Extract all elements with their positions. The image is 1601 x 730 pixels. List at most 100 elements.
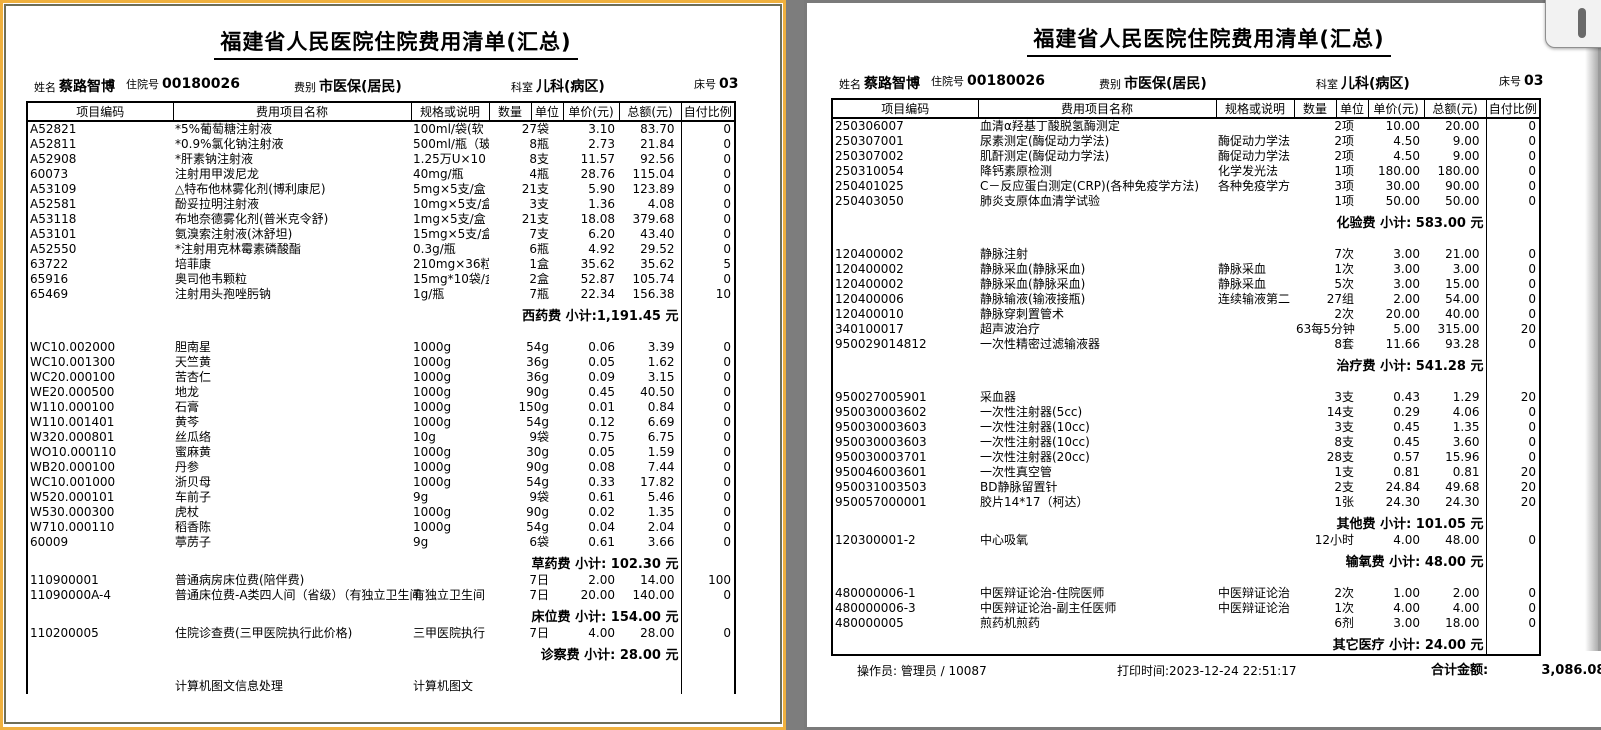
spacer-row — [832, 375, 1540, 390]
cell-ratio: 0 — [680, 197, 735, 212]
cell-unit-price: 0.33 — [588, 475, 615, 489]
table-row: 110200005 住院诊查费(三甲医院执行此价格) 三甲医院执行 7日 4.00 28.… — [27, 626, 735, 641]
cell-qty-unit: 7支 — [529, 227, 549, 241]
cell-item-code: 340100017 — [835, 322, 904, 336]
cell-ratio — [1485, 571, 1540, 586]
cell-spec: 210mg×36粒/ — [413, 257, 489, 271]
cell-item-name: 葶苈子 — [175, 535, 212, 549]
patient-name-label: 姓名 — [34, 81, 56, 94]
cell-total: 3.66 — [647, 535, 675, 549]
cell-qty-unit: 2项 — [1334, 119, 1354, 133]
cell-qty-unit: 3支 — [529, 197, 549, 211]
cell-qty-unit: 8支 — [1334, 435, 1354, 449]
cell-item-code: A52908 — [30, 152, 77, 166]
admission-no-value: 00180026 — [162, 76, 240, 92]
cell-spec — [1216, 435, 1294, 450]
col-header-item-code: 项目编码 — [26, 101, 174, 122]
table-row: WC10.001300 天竺黄 1000g 36g 0.05 1.62 0 — [27, 355, 735, 370]
admission-no-label: 住院号 — [931, 75, 964, 88]
cell-item-code: 250401025 — [835, 179, 904, 193]
cell-item-code: 120400002 — [835, 262, 904, 276]
cell-qty-unit: 12小时 — [1314, 533, 1354, 547]
document-page-1[interactable]: 福建省人民医院住院费用清单(汇总) 姓名 蔡路智博 住院号 00180026 费别市… — [0, 0, 786, 730]
cell-total: 40.00 — [1445, 307, 1480, 321]
bed-no-value: 03 — [719, 76, 739, 92]
cell-item-name: 一次性注射器(5cc) — [980, 405, 1083, 419]
cell-total: 5.46 — [647, 490, 675, 504]
cell-item-code: 110200005 — [30, 626, 99, 640]
cell-ratio: 0 — [680, 355, 735, 370]
cell-total: 115.04 — [632, 167, 675, 181]
cell-ratio: 0 — [680, 520, 735, 535]
cell-total: 15.00 — [1445, 277, 1480, 291]
cell-qty-unit: 36g — [526, 370, 549, 384]
cell-unit-price: 4.50 — [1393, 134, 1420, 148]
table-row: 110900001 普通病房床位费(陪伴费) 7日 2.00 14.00 100 — [27, 573, 735, 588]
cell-ratio: 0 — [680, 212, 735, 227]
cell-item-name: 培菲康 — [175, 257, 212, 271]
cell-ratio: 10 — [680, 287, 735, 302]
table-header-row: 项目编码 费用项目名称 规格或说明 数量 单位 单价(元) 总额(元) 自付比例 — [26, 101, 736, 122]
col-header-total: 总额(元) — [618, 101, 682, 122]
cell-unit-price: 0.45 — [588, 385, 615, 399]
subtotal-text: 诊察费 小计: 28.00 元 — [540, 648, 679, 663]
cell-unit-price: 50.00 — [1385, 194, 1420, 208]
cell-ratio: 0 — [1485, 118, 1540, 134]
cell-total: 1.59 — [647, 445, 675, 459]
table-row: A52550 *注射用克林霉素磷酸酯 0.3g/瓶 6瓶 4.92 29.52 0 — [27, 242, 735, 257]
cell-total: 4.00 — [1452, 601, 1480, 615]
cell-item-name: 注射用甲泼尼龙 — [175, 167, 260, 181]
cell-total: 0.84 — [647, 400, 675, 414]
page-title: 福建省人民医院住院费用清单(汇总) — [214, 26, 578, 60]
table-row: 250310054 降钙素原检测 化学发光法 1项 180.00 180.00 0 — [832, 164, 1540, 179]
subtotal-text: 其他费 小计: 101.05 元 — [1336, 517, 1484, 532]
cell-unit-price: 0.81 — [1393, 465, 1420, 479]
table-row: 950031003503 BD静脉留置针 2支 24.84 49.68 20 — [832, 480, 1540, 495]
left-table-body: A52821 *5%葡萄糖注射液 100ml/袋(软 27袋 3.10 83.70 0 A52… — [27, 121, 735, 694]
cell-unit-price: 6.20 — [588, 227, 615, 241]
table-row: W320.000801 丝瓜络 10g 9袋 0.75 6.75 0 — [27, 430, 735, 445]
table-row: 250307001 尿素测定(酶促动力学法) 酶促动力学法 2项 4.50 9.00 0 — [832, 134, 1540, 149]
cell-item-name: 胶片14*17（柯达） — [980, 495, 1089, 509]
patient-name-value: 蔡路智博 — [864, 76, 920, 92]
vertical-scrollbar-track[interactable] — [1545, 0, 1601, 48]
cell-ratio — [680, 302, 735, 325]
subtotal-text: 治疗费 小计: 541.28 元 — [1336, 359, 1484, 374]
patient-name-label: 姓名 — [839, 78, 861, 91]
cell-item-name: 采血器 — [980, 390, 1017, 404]
table-row: WE20.000500 地龙 1000g 90g 0.45 40.50 0 — [27, 385, 735, 400]
cell-total — [619, 679, 681, 694]
cell-spec — [1216, 420, 1294, 435]
cell-total: 93.28 — [1445, 337, 1480, 351]
cell-ratio: 20 — [1485, 390, 1540, 405]
cell-item-code: WC20.000100 — [30, 370, 116, 384]
cell-total: 123.89 — [632, 182, 675, 196]
col-header-unit: 单位 — [1335, 98, 1369, 119]
col-header-unit-price: 单价(元) — [1367, 98, 1425, 119]
cell-spec: 静脉采血 — [1218, 262, 1267, 276]
cell-spec: 9g — [413, 535, 429, 549]
cell-item-name: 血清α羟基丁酸脱氢酶测定 — [980, 119, 1120, 133]
cell-qty-unit: 2项 — [1334, 134, 1354, 148]
cell-qty-unit: 8瓶 — [529, 137, 549, 151]
cell-unit-price: 0.45 — [1393, 435, 1420, 449]
col-header-item-code: 项目编码 — [831, 98, 979, 119]
cell-unit-price: 0.06 — [588, 340, 615, 354]
cell-spec: 有独立卫生间 — [413, 588, 486, 602]
cell-ratio: 0 — [680, 137, 735, 152]
admission-no-label: 住院号 — [126, 78, 159, 91]
page-2-sheet: 福建省人民医院住院费用清单(汇总) 姓名 蔡路智博 住院号 00180026 费别市… — [807, 23, 1601, 679]
document-page-2[interactable]: 福建省人民医院住院费用清单(汇总) 姓名 蔡路智博 住院号 00180026 费别市… — [804, 0, 1601, 730]
vertical-scrollbar-thumb[interactable] — [1578, 8, 1586, 38]
spacer-cell — [27, 664, 681, 679]
cell-spec — [1216, 390, 1294, 405]
cell-ratio — [680, 325, 735, 340]
cell-total: 14.00 — [640, 573, 675, 587]
cell-total: 29.52 — [640, 242, 675, 256]
cell-spec: 1000g — [413, 385, 452, 399]
cell-item-name: 丹参 — [175, 460, 200, 474]
cell-unit-price: 24.84 — [1385, 480, 1420, 494]
cell-spec: 酶促动力学法 — [1218, 134, 1291, 148]
cell-ratio: 0 — [1485, 601, 1540, 616]
spacer-row — [27, 664, 735, 679]
